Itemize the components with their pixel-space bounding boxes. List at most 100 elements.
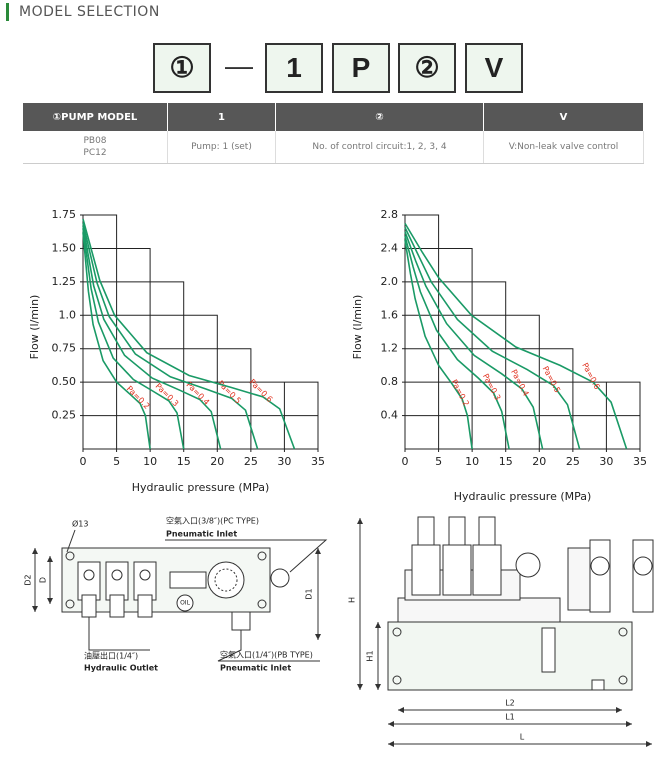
code-box: P bbox=[332, 43, 390, 93]
dim-label: D2 bbox=[24, 574, 33, 585]
table-row: PB08 PC12 Pump: 1 (set) No. of control ci… bbox=[23, 131, 644, 164]
y-tick-label: 0.8 bbox=[381, 375, 399, 388]
x-axis-title: Hydraulic pressure (MPa) bbox=[454, 490, 592, 503]
curve bbox=[404, 222, 628, 450]
valves bbox=[77, 561, 157, 618]
x-tick-label: 10 bbox=[143, 455, 157, 468]
cell: No. of control circuit:1, 2, 3, 4 bbox=[275, 131, 484, 164]
mount-holes bbox=[392, 627, 628, 685]
cylinder bbox=[567, 547, 591, 611]
code-box: 1 bbox=[265, 43, 323, 93]
cell-line: PB08 bbox=[83, 136, 107, 146]
x-axis-title: Hydraulic pressure (MPa) bbox=[132, 481, 270, 494]
x-tick-label: 5 bbox=[113, 455, 120, 468]
dim-label: L2 bbox=[505, 699, 515, 708]
oil-label: OIL bbox=[180, 600, 190, 607]
curve bbox=[404, 231, 544, 450]
manifold bbox=[397, 597, 561, 623]
gauge bbox=[590, 556, 610, 576]
sight-gauge bbox=[541, 627, 556, 673]
leader bbox=[66, 529, 76, 553]
curve bbox=[82, 218, 296, 450]
y-tick-label: 2.4 bbox=[381, 241, 399, 254]
step-grid bbox=[83, 214, 319, 449]
leader bbox=[165, 539, 328, 573]
x-tick-label: 0 bbox=[402, 455, 409, 468]
curve bbox=[404, 235, 510, 450]
header-cell: ①PUMP MODEL bbox=[23, 103, 168, 131]
x-tick-label: 20 bbox=[210, 455, 224, 468]
y-tick-label: 2.8 bbox=[381, 208, 399, 221]
code-dash: — bbox=[225, 50, 253, 81]
hole-label: Ø13 bbox=[72, 519, 88, 529]
pump-front-view: H H1 L2 L1 L bbox=[348, 516, 654, 747]
outlet-label: 油壓出口(1/4″) bbox=[84, 651, 138, 661]
connector bbox=[207, 561, 245, 599]
curve bbox=[82, 225, 222, 450]
outlet-label: Hydraulic Outlet bbox=[84, 664, 158, 673]
y-tick-label: 1.6 bbox=[381, 308, 399, 321]
leader bbox=[88, 617, 150, 651]
gauge bbox=[515, 552, 541, 578]
curve-label: Pa=0.4 bbox=[509, 368, 530, 398]
curve-label: Pa=0.3 bbox=[481, 372, 502, 402]
x-tick-label: 35 bbox=[633, 455, 647, 468]
regulator bbox=[632, 539, 654, 613]
curve bbox=[82, 232, 151, 450]
dim-label: L bbox=[520, 733, 525, 742]
cell: Pump: 1 (set) bbox=[167, 131, 276, 164]
gauge bbox=[633, 556, 653, 576]
x-tick-label: 25 bbox=[566, 455, 580, 468]
inlet-fitting bbox=[270, 568, 290, 588]
drain bbox=[591, 679, 605, 691]
step-grid bbox=[405, 214, 641, 449]
regulator bbox=[589, 539, 611, 613]
cylinder bbox=[169, 571, 207, 589]
header-cell: ② bbox=[275, 103, 484, 131]
code-box: ② bbox=[398, 43, 456, 93]
cell: V:Non-leak valve control bbox=[483, 131, 644, 164]
curve-label: Pa=0.6 bbox=[580, 361, 601, 391]
curve-label: Pa=0.5 bbox=[216, 379, 243, 406]
inlet-fitting bbox=[231, 611, 251, 631]
mount-holes bbox=[65, 551, 267, 609]
code-box: ① bbox=[153, 43, 211, 93]
model-table: ①PUMP MODEL 1 ② V PB08 PC12 Pump: 1 (set)… bbox=[23, 103, 644, 164]
curve bbox=[82, 222, 259, 450]
x-tick-label: 0 bbox=[80, 455, 87, 468]
inlet-label: 空氣入口(3/8″)(PC TYPE) bbox=[166, 516, 259, 526]
section-title: MODEL SELECTION bbox=[6, 3, 160, 21]
x-tick-label: 15 bbox=[177, 455, 191, 468]
y-tick-label: 0.75 bbox=[52, 342, 77, 355]
connector-pins bbox=[214, 568, 238, 592]
y-tick-label: 0.25 bbox=[52, 409, 77, 422]
x-tick-label: 5 bbox=[435, 455, 442, 468]
y-tick-label: 1.25 bbox=[52, 275, 77, 288]
table-header: ①PUMP MODEL 1 ② V bbox=[23, 103, 644, 131]
y-axis-title: Flow (l/min) bbox=[28, 295, 41, 360]
y-tick-label: 1.0 bbox=[59, 308, 77, 321]
dim-label: D1 bbox=[305, 588, 314, 599]
dim-label: H bbox=[348, 597, 357, 603]
code-box: V bbox=[465, 43, 523, 93]
x-tick-label: 35 bbox=[311, 455, 325, 468]
header-cell: 1 bbox=[167, 103, 276, 131]
y-tick-label: 1.2 bbox=[381, 342, 399, 355]
x-tick-label: 30 bbox=[277, 455, 291, 468]
header-cell: V bbox=[483, 103, 644, 131]
inlet-label: Pneumatic Inlet bbox=[166, 530, 237, 539]
x-tick-label: 20 bbox=[532, 455, 546, 468]
curve-label: Pa=0.6 bbox=[248, 377, 275, 404]
dim-label: L1 bbox=[505, 713, 515, 722]
pump-top-view: OIL D2 D D1 Ø13 空氣入口(3/8″)(PC TYPE) Pneu… bbox=[24, 516, 328, 673]
curve bbox=[404, 239, 473, 450]
inlet-label: Pneumatic Inlet bbox=[220, 664, 291, 673]
y-tick-label: 2.0 bbox=[381, 275, 399, 288]
curve bbox=[404, 227, 581, 450]
dim-label: H1 bbox=[366, 650, 375, 661]
dim-label: D bbox=[39, 577, 48, 583]
y-axis-title: Flow (l/min) bbox=[351, 295, 364, 360]
y-tick-label: 0.50 bbox=[52, 375, 77, 388]
